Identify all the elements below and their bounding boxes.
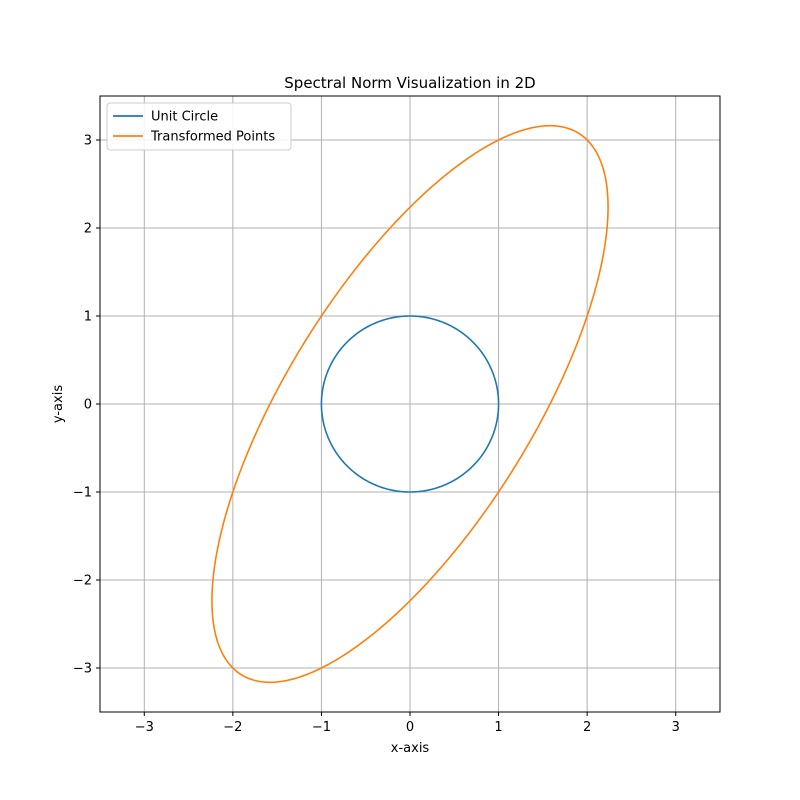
y-axis-label: y-axis xyxy=(51,385,66,423)
series-line-2 xyxy=(211,124,609,684)
x-tick-label: −1 xyxy=(312,720,331,735)
y-tick-label: −1 xyxy=(73,486,92,501)
y-tick-label: 3 xyxy=(84,134,92,149)
x-axis-label: x-axis xyxy=(391,741,430,756)
x-tick-label: 1 xyxy=(494,720,502,735)
legend-box xyxy=(106,102,292,151)
x-tick-label: 2 xyxy=(583,720,591,735)
series-layer xyxy=(211,124,609,684)
x-tick-label: 0 xyxy=(406,720,414,735)
y-tick-label: 2 xyxy=(84,222,92,237)
legend-label-1: Unit Circle xyxy=(151,110,218,125)
y-tick-label: −2 xyxy=(73,574,92,589)
y-tick-label: 0 xyxy=(84,398,92,413)
x-tick-label: 3 xyxy=(672,720,680,735)
x-tick-label: −3 xyxy=(135,720,154,735)
legend-label-2: Transformed Points xyxy=(150,130,275,145)
series-line-1 xyxy=(320,315,500,493)
ticks: −3 −2 −1 0 1 2 3 −3 −2 −1 0 1 2 3 xyxy=(73,134,680,736)
x-tick-label: −2 xyxy=(223,720,242,735)
y-tick-label: 1 xyxy=(84,310,92,325)
legend: Unit Circle Transformed Points xyxy=(106,102,292,151)
y-tick-label: −3 xyxy=(73,662,92,677)
chart-title: Spectral Norm Visualization in 2D xyxy=(284,74,535,92)
